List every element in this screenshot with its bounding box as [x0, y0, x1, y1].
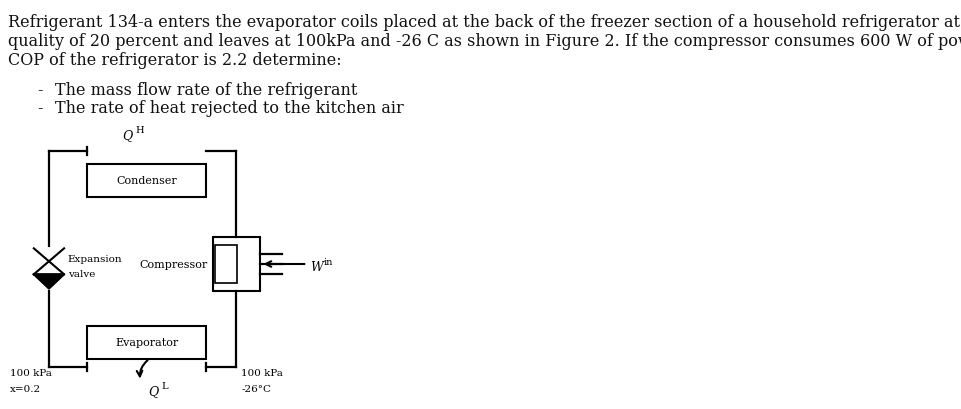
Polygon shape — [34, 274, 64, 289]
Text: -26°C: -26°C — [241, 384, 271, 393]
Text: L: L — [161, 382, 168, 391]
FancyBboxPatch shape — [86, 326, 207, 359]
Text: Expansion: Expansion — [68, 254, 122, 263]
FancyBboxPatch shape — [215, 245, 236, 283]
Text: Refrigerant 134-a enters the evaporator coils placed at the back of the freezer : Refrigerant 134-a enters the evaporator … — [8, 14, 961, 31]
Text: -: - — [37, 100, 42, 117]
Text: Q: Q — [122, 128, 133, 141]
Text: Q: Q — [148, 384, 159, 397]
Text: in: in — [323, 257, 333, 266]
Text: x=0.2: x=0.2 — [10, 384, 40, 393]
Text: -: - — [37, 82, 42, 99]
Text: The rate of heat rejected to the kitchen air: The rate of heat rejected to the kitchen… — [55, 100, 404, 117]
FancyBboxPatch shape — [86, 165, 207, 197]
Text: 100 kPa: 100 kPa — [241, 368, 283, 377]
Text: COP of the refrigerator is 2.2 determine:: COP of the refrigerator is 2.2 determine… — [8, 52, 341, 69]
Text: H: H — [136, 126, 144, 135]
Text: Evaporator: Evaporator — [115, 337, 178, 348]
Text: 100 kPa: 100 kPa — [10, 368, 51, 377]
FancyBboxPatch shape — [212, 237, 259, 291]
Text: W: W — [310, 261, 323, 274]
Text: Compressor: Compressor — [139, 259, 208, 270]
Text: The mass flow rate of the refrigerant: The mass flow rate of the refrigerant — [55, 82, 357, 99]
Text: quality of 20 percent and leaves at 100kPa and -26 C as shown in Figure 2. If th: quality of 20 percent and leaves at 100k… — [8, 33, 961, 50]
Text: valve: valve — [68, 269, 95, 278]
Text: Condenser: Condenser — [116, 176, 177, 186]
